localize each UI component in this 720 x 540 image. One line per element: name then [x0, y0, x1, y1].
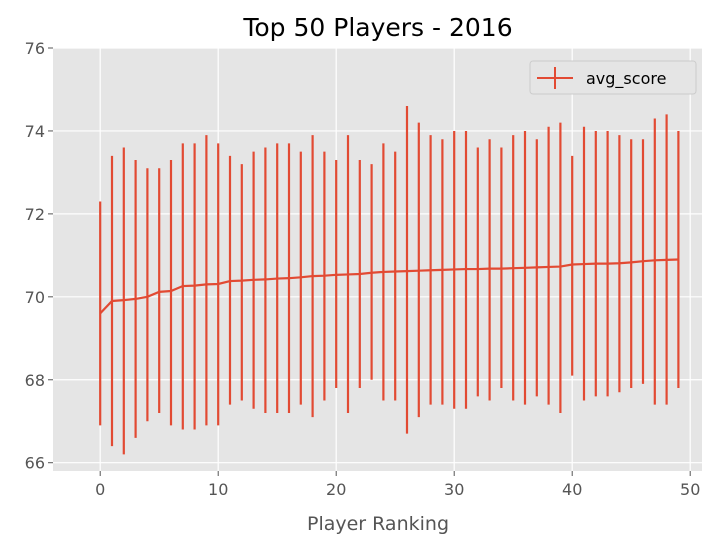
legend-box: [529, 60, 697, 95]
legend-label: avg_score: [586, 69, 666, 89]
avg-score-line: [99, 258, 679, 315]
y-tick-label: 76: [25, 39, 45, 58]
y-tick-label: 74: [25, 122, 45, 141]
x-tick-label: 50: [680, 480, 700, 499]
y-tick-label: 68: [25, 371, 45, 390]
legend: avg_score: [529, 60, 697, 95]
plot-area: [53, 48, 702, 471]
y-tick-label: 66: [25, 454, 45, 473]
series-avg-score: [99, 106, 680, 455]
x-tick-label: 10: [208, 480, 228, 499]
x-tick-label: 20: [326, 480, 346, 499]
x-tick-label: 0: [95, 480, 105, 499]
x-axis-label: Player Ranking: [307, 513, 449, 535]
axis-ticks: 0 10 20 30 40 50 66 68 70 72 74 76: [25, 39, 701, 499]
y-tick-label: 70: [25, 288, 45, 307]
y-tick-label: 72: [25, 205, 45, 224]
chart-title: Top 50 Players - 2016: [242, 13, 512, 42]
x-tick-label: 40: [562, 480, 582, 499]
x-tick-label: 30: [444, 480, 464, 499]
